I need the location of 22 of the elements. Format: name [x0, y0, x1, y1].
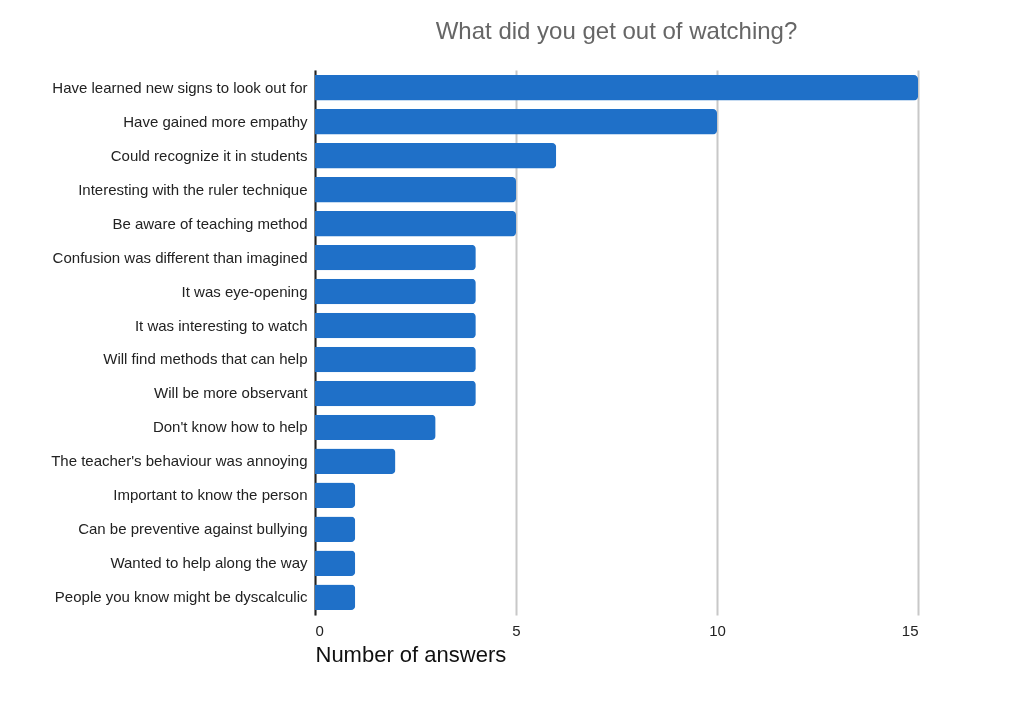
y-tick-label: Will be more observant	[154, 384, 309, 402]
y-tick-label: Will find methods that can help	[103, 350, 308, 368]
y-tick-label: The teacher's behaviour was annoying	[51, 452, 308, 470]
y-tick-label: Wanted to help along the way	[110, 554, 308, 572]
y-tick-label: Important to know the person	[113, 486, 308, 504]
y-tick-label: It was interesting to watch	[134, 316, 308, 334]
y-tick-label: Can be preventive against bullying	[78, 520, 308, 538]
y-tick-label: Don't know how to help	[152, 418, 308, 436]
x-tick-label: 15	[901, 621, 919, 639]
x-tick-label: 0	[315, 621, 324, 639]
chart-title: What did you get out of watching?	[435, 17, 798, 44]
x-axis-title: Number of answers	[315, 641, 507, 667]
y-tick-label: People you know might be dyscalculic	[54, 588, 308, 606]
y-tick-label: Be aware of teaching method	[112, 214, 308, 232]
y-tick-label: Confusion was different than imagined	[52, 248, 308, 266]
y-tick-label: Could recognize it in students	[110, 146, 308, 164]
y-tick-label: Interesting with the ruler technique	[78, 180, 308, 198]
y-tick-label: Have gained more empathy	[123, 112, 308, 130]
x-tick-label: 5	[512, 621, 521, 639]
y-tick-label: It was eye-opening	[181, 282, 308, 300]
x-tick-label: 10	[709, 621, 726, 639]
y-tick-label: Have learned new signs to look out for	[52, 78, 308, 96]
